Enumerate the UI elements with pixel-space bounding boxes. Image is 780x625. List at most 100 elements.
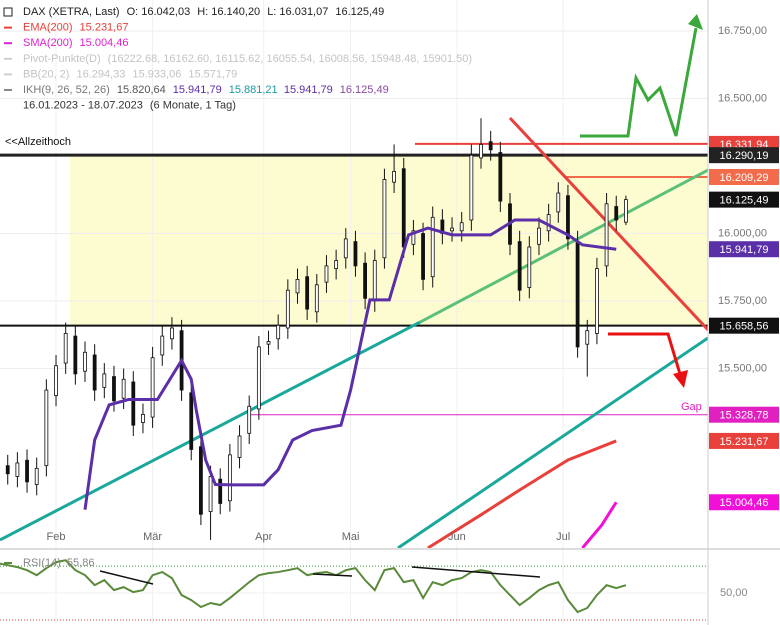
candle-body (83, 351, 87, 372)
candle-body (189, 392, 194, 450)
candle-body (227, 454, 232, 502)
candle-body (382, 179, 387, 259)
rsi-value: 55,86 (67, 557, 95, 569)
level-label: 15.328,78 (720, 410, 769, 422)
level-label-box (709, 317, 779, 334)
candle-body (25, 459, 29, 483)
level-label: 15.231,67 (720, 436, 769, 448)
candle-body (237, 435, 242, 458)
trend-line (397, 336, 708, 548)
candle-body (324, 265, 329, 283)
overlay-layer (99, 14, 703, 585)
level-label: 16.209,29 (720, 172, 769, 184)
candle-body (469, 154, 474, 221)
legend-text: (6 Monate, 1 Tag) (150, 100, 236, 112)
legend-text: 15.881,21 (229, 84, 278, 96)
candle-body (112, 376, 116, 402)
candle-body (343, 238, 348, 259)
arrow-head-down (673, 370, 688, 388)
x-tick-label: Feb (47, 531, 66, 543)
candle-body (295, 278, 300, 294)
candle-body (566, 195, 570, 240)
level-label-box (709, 432, 779, 449)
level-label: 15.658,56 (720, 321, 769, 333)
candle-body (614, 206, 619, 221)
legend-text: 16.125,49 (335, 6, 384, 18)
candle-body (392, 171, 396, 183)
candle-body (247, 405, 252, 434)
candle-body (372, 260, 377, 302)
candle-body (63, 332, 68, 364)
y-tick-label: 15.750,00 (718, 295, 767, 307)
level-label-box (709, 494, 779, 511)
indicator-line (581, 501, 618, 548)
candle-body (92, 354, 97, 391)
y-tick-label: 15.500,00 (718, 362, 767, 374)
y-tick-label: 16.500,00 (718, 92, 767, 104)
candle-body (401, 168, 406, 248)
rsi-name: RSI(14) (23, 557, 61, 569)
candle-body (459, 222, 464, 232)
candle-body (73, 335, 78, 375)
candle-body (218, 478, 223, 504)
legend-entry: DAX (XETRA, Last) O: 16.042,03 H: 16.140,2… (23, 6, 384, 18)
level-label: 16.290,19 (720, 150, 769, 162)
divergence-line (312, 573, 353, 577)
y-tick-label: 16.000,00 (718, 227, 767, 239)
legend-text: 15.941,79 (173, 84, 222, 96)
candle-body (527, 246, 532, 288)
candle-body (411, 230, 416, 245)
annotation: Gap (681, 401, 702, 413)
legend-entry: EMA(200) 15.231,67 (23, 22, 128, 34)
level-label: 15.004,46 (720, 497, 769, 509)
candle-body (430, 216, 435, 278)
legend-text: EMA(200) (23, 22, 73, 34)
candle-body (141, 413, 145, 423)
candle-body (537, 227, 541, 245)
candle-body (34, 467, 39, 485)
candle-body (15, 462, 20, 477)
legend-entry: BB(20, 2) 16.294,33 15.933,06 15.571,79 (23, 68, 237, 80)
candle-body (285, 289, 290, 329)
level-label: 15.941,79 (720, 244, 769, 256)
legend-text: 15.820,64 (117, 84, 166, 96)
legend-entry: IKH(9, 26, 52, 26) 15.820,64 15.941,79 15.8… (23, 84, 389, 96)
indicator-line (427, 439, 617, 548)
annotation: <<Allzeithoch (5, 136, 71, 148)
rsi-legend: RSI(14) 55,86 (23, 557, 94, 569)
indicator-line (83, 218, 617, 510)
level-label-box (709, 191, 779, 208)
legend-entry: SMA(200) 15.004,46 (23, 37, 128, 49)
candle-body (208, 476, 213, 512)
candle-body (421, 233, 425, 280)
candle-body (131, 381, 136, 426)
legend-text: SMA(200) (23, 37, 73, 49)
legend-text: 15.571,79 (188, 68, 237, 80)
x-tick-label: Mai (342, 531, 360, 543)
candle-body (556, 192, 561, 213)
candle-body (450, 227, 454, 232)
candle-body (498, 152, 503, 202)
candle-body (199, 446, 203, 515)
candle-body (44, 389, 49, 467)
projection-up (580, 27, 698, 138)
level-label-box (709, 169, 779, 186)
candle-body (353, 241, 358, 267)
y-tick-label: 16.750,00 (718, 25, 767, 37)
rsi-tick-label: 50,00 (720, 587, 748, 599)
legend-text: BB(20, 2) (23, 68, 69, 80)
trend-line (508, 116, 708, 331)
candle-body (517, 241, 522, 291)
candle-body (623, 199, 628, 223)
candle-body (160, 335, 165, 356)
candle-body (604, 203, 609, 267)
candle-body (334, 260, 339, 270)
candle-body (121, 378, 126, 399)
legend-swatch (3, 7, 13, 17)
legend-text: DAX (XETRA, Last) (23, 6, 120, 18)
candle-body (256, 346, 261, 410)
candle-body (266, 341, 271, 345)
legend-entry: 16.01.2023 - 18.07.2023 (6 Monate, 1 Tag) (23, 100, 236, 112)
candle-body (488, 141, 493, 151)
